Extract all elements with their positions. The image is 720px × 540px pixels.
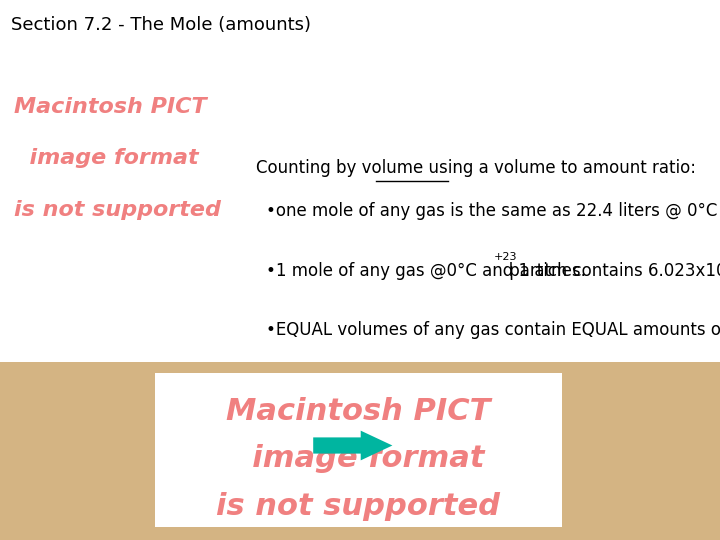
Text: Counting by volume using a volume to amount ratio:: Counting by volume using a volume to amo… [256, 159, 696, 177]
Bar [155, 373, 562, 526]
Text: particles.: particles. [504, 262, 585, 280]
Text: •1 mole of any gas @0°C and 1 atm contains 6.023x10: •1 mole of any gas @0°C and 1 atm contai… [266, 262, 720, 280]
Text: Section 7.2 - The Mole (amounts): Section 7.2 - The Mole (amounts) [11, 16, 311, 34]
Text: image format: image format [14, 148, 199, 168]
Text: is not supported: is not supported [216, 492, 500, 521]
Text: image format: image format [231, 444, 485, 473]
Text: +23: +23 [494, 252, 518, 262]
Text: Macintosh PICT: Macintosh PICT [14, 97, 207, 117]
Text: •EQUAL volumes of any gas contain EQUAL amounts of particles.: •EQUAL volumes of any gas contain EQUAL … [266, 321, 720, 339]
Text: is not supported: is not supported [14, 200, 221, 220]
Bar [0, 362, 720, 540]
Text: Macintosh PICT: Macintosh PICT [226, 396, 490, 426]
Text: •one mole of any gas is the same as 22.4 liters @ 0°C and 1 atm.: •one mole of any gas is the same as 22.4… [266, 202, 720, 220]
Polygon shape [313, 431, 392, 460]
